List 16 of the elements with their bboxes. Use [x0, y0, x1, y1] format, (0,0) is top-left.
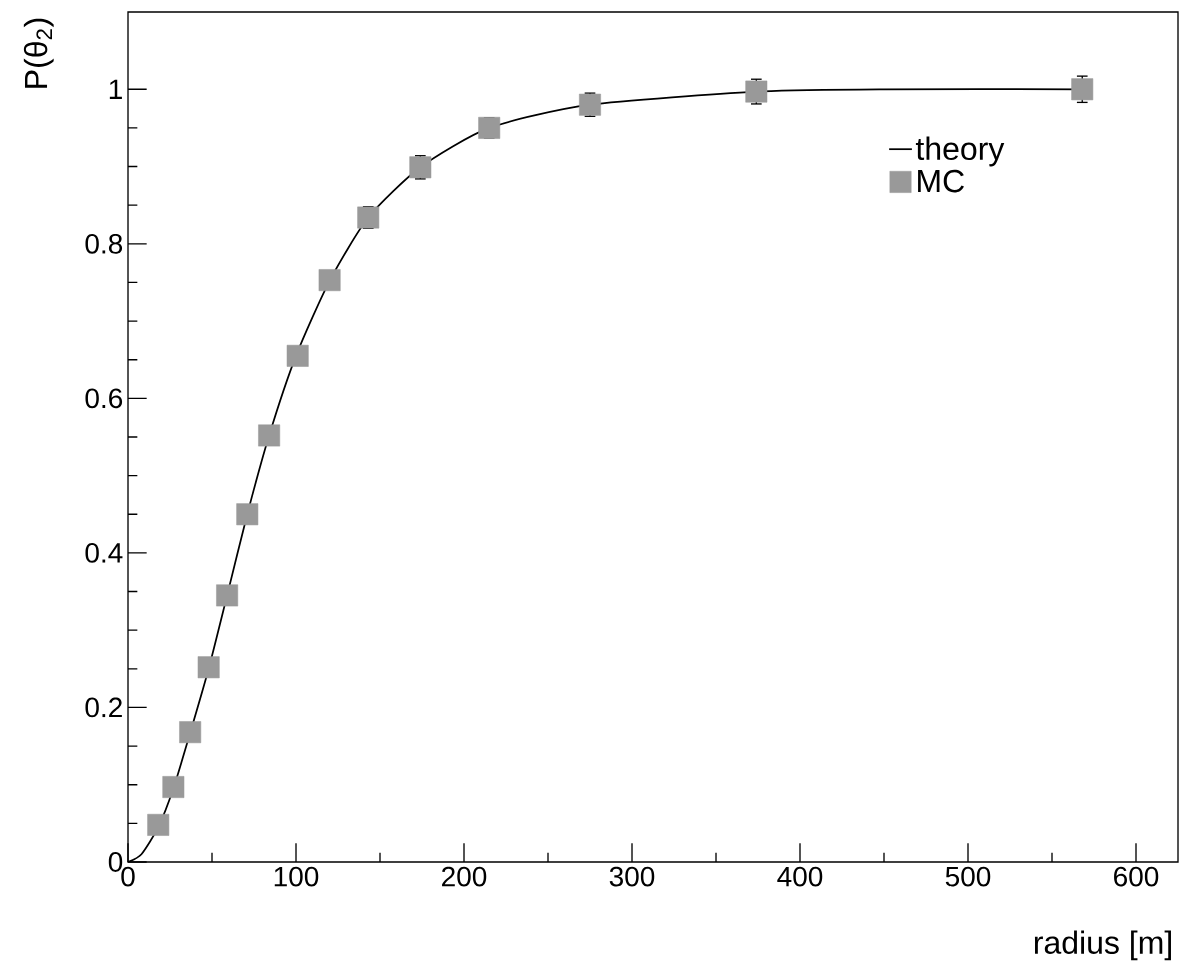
- y-tick-label: 0.8: [85, 233, 123, 254]
- y-tick-label: 1: [109, 79, 122, 99]
- x-tick-label: 400: [777, 866, 823, 887]
- legend-label: MC: [918, 169, 964, 193]
- x-tick-label: 200: [442, 866, 487, 887]
- x-tick-label: 500: [945, 866, 991, 887]
- legend-label: theory: [915, 136, 1005, 167]
- x-axis-title: radius [m]: [1034, 930, 1171, 961]
- y-tick-label: 0.6: [85, 388, 123, 409]
- x-tick-label: 300: [609, 866, 655, 887]
- y-tick-label: 0.4: [85, 542, 123, 563]
- y-tick-label: 0.2: [85, 697, 122, 718]
- y-axis-title: P(θ$_{2}$): [23, 18, 54, 88]
- x-tick-label: 100: [274, 866, 319, 887]
- y-tick-label: 0: [108, 852, 123, 872]
- x-tick-label: 600: [1114, 866, 1159, 887]
